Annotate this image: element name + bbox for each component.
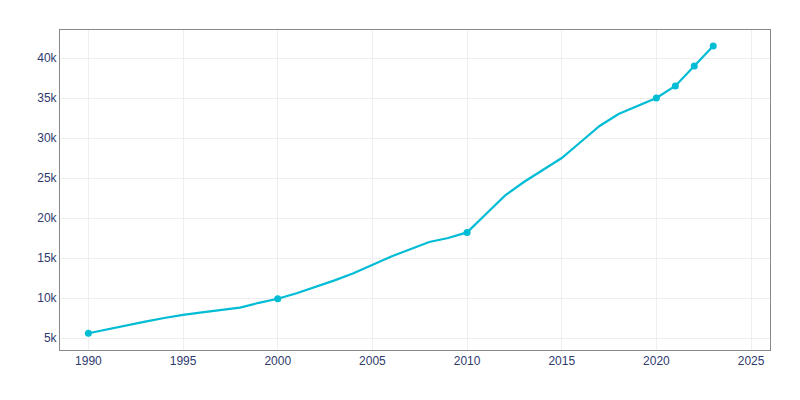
svg-text:1995: 1995 xyxy=(170,354,197,368)
svg-text:2010: 2010 xyxy=(454,354,481,368)
svg-text:2025: 2025 xyxy=(738,354,765,368)
svg-text:1990: 1990 xyxy=(75,354,102,368)
svg-text:25k: 25k xyxy=(37,171,57,185)
svg-text:40k: 40k xyxy=(37,51,57,65)
svg-text:2000: 2000 xyxy=(264,354,291,368)
svg-text:35k: 35k xyxy=(37,91,57,105)
svg-text:5k: 5k xyxy=(44,331,58,345)
svg-text:2015: 2015 xyxy=(548,354,575,368)
svg-text:20k: 20k xyxy=(37,211,57,225)
svg-text:2020: 2020 xyxy=(643,354,670,368)
svg-text:2005: 2005 xyxy=(359,354,386,368)
svg-text:15k: 15k xyxy=(37,251,57,265)
svg-text:30k: 30k xyxy=(37,131,57,145)
svg-text:10k: 10k xyxy=(37,291,57,305)
